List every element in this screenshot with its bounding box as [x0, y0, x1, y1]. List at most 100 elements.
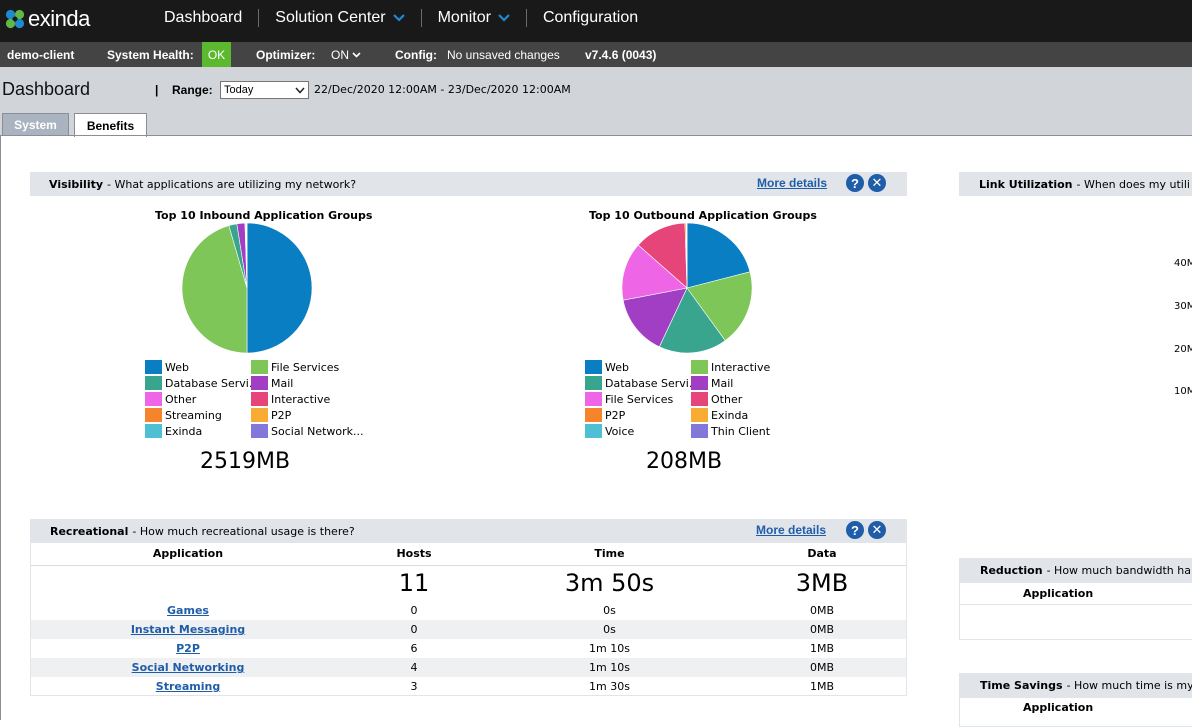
help-icon[interactable]: ? [846, 521, 864, 539]
app-cell: Instant Messaging [30, 620, 346, 639]
app-link-streaming[interactable]: Streaming [156, 680, 220, 693]
column-hosts: Hosts [346, 543, 482, 565]
time-savings-panel-header: Time Savings - How much time is my [959, 673, 1192, 697]
table-header-row: Application Hosts Time Data [30, 543, 907, 565]
legend-item[interactable]: P2P [251, 408, 361, 422]
time-savings-subtitle: - How much time is my [1067, 679, 1192, 692]
y-axis-tick: 30M [1174, 301, 1192, 312]
optimizer-toggle[interactable]: ON [331, 48, 361, 62]
total-time: 3m 50s [482, 565, 737, 601]
legend-label: Voice [605, 425, 634, 438]
pie-slice-web[interactable] [247, 223, 312, 353]
legend-label: Web [605, 361, 629, 374]
total-hosts: 11 [346, 565, 482, 601]
legend-item[interactable]: Mail [691, 376, 801, 390]
reduction-title: Reduction [980, 564, 1043, 577]
close-icon[interactable]: ✕ [868, 521, 886, 539]
legend-item[interactable]: Database Servi... [145, 376, 251, 390]
visibility-more-details-link[interactable]: More details [757, 176, 827, 190]
legend-item[interactable]: Interactive [251, 392, 361, 406]
legend-swatch [691, 408, 708, 422]
legend-item[interactable]: Other [145, 392, 251, 406]
legend-item[interactable]: Exinda [691, 408, 801, 422]
nav-divider [258, 9, 259, 27]
data-cell: 0MB [737, 601, 907, 620]
legend-item[interactable]: Interactive [691, 360, 801, 374]
app-link-social-networking[interactable]: Social Networking [132, 661, 245, 674]
reduction-panel-header: Reduction - How much bandwidth ha [959, 558, 1192, 582]
range-select[interactable]: Today [220, 81, 309, 99]
outbound-pie-chart[interactable] [620, 221, 754, 355]
reduction-column-application: Application [1023, 587, 1093, 600]
app-link-games[interactable]: Games [167, 604, 209, 617]
brand-logo[interactable]: exinda [4, 6, 90, 32]
table-border-left [30, 543, 31, 696]
legend-label: Interactive [271, 393, 330, 406]
app-link-p2p[interactable]: P2P [176, 642, 200, 655]
time-savings-title: Time Savings [980, 679, 1063, 692]
hosts-cell: 0 [346, 620, 482, 639]
legend-swatch [145, 424, 162, 438]
version-label: v7.4.6 (0043) [585, 48, 656, 62]
column-application: Application [30, 543, 346, 565]
data-cell: 1MB [737, 639, 907, 658]
nav-dashboard-label: Dashboard [164, 9, 242, 27]
top-navigation: exinda Dashboard Solution Center Monitor… [0, 0, 1192, 42]
nav-dashboard[interactable]: Dashboard [150, 8, 256, 28]
legend-item[interactable]: Web [145, 360, 251, 374]
legend-item[interactable]: File Services [251, 360, 361, 374]
tab-system[interactable]: System [2, 113, 69, 136]
legend-label: Interactive [711, 361, 770, 374]
tab-benefits[interactable]: Benefits [74, 113, 147, 137]
table-row: P2P 6 1m 10s 1MB [30, 639, 907, 658]
header-separator: | [155, 83, 158, 97]
legend-label: Exinda [711, 409, 748, 422]
visibility-title: Visibility [49, 178, 103, 191]
close-icon[interactable]: ✕ [868, 174, 886, 192]
hosts-cell: 6 [346, 639, 482, 658]
legend-item[interactable]: Mail [251, 376, 361, 390]
legend-swatch [585, 392, 602, 406]
legend-item[interactable]: Exinda [145, 424, 251, 438]
legend-swatch [585, 408, 602, 422]
legend-item[interactable]: Voice [585, 424, 691, 438]
legend-item[interactable]: P2P [585, 408, 691, 422]
legend-swatch [691, 376, 708, 390]
help-icon[interactable]: ? [846, 174, 864, 192]
legend-item[interactable]: Other [691, 392, 801, 406]
config-status[interactable]: No unsaved changes [447, 48, 560, 62]
legend-item[interactable]: Web [585, 360, 691, 374]
chevron-down-icon [498, 14, 510, 22]
recreational-subtitle: - How much recreational usage is there? [132, 525, 354, 538]
hosts-cell: 4 [346, 658, 482, 677]
nav-divider [421, 9, 422, 27]
app-link-instant-messaging[interactable]: Instant Messaging [131, 623, 245, 636]
nav-solution-center[interactable]: Solution Center [261, 8, 418, 28]
legend-item[interactable]: Social Network... [251, 424, 361, 438]
recreational-more-details-link[interactable]: More details [756, 523, 826, 537]
client-name: demo-client [7, 48, 74, 62]
nav-configuration[interactable]: Configuration [529, 8, 652, 28]
total-data: 3MB [737, 565, 907, 601]
table-row: Instant Messaging 0 0s 0MB [30, 620, 907, 639]
legend-swatch [585, 360, 602, 374]
chevron-down-icon [393, 14, 405, 22]
nav-configuration-label: Configuration [543, 9, 638, 27]
legend-label: Thin Client [711, 425, 770, 438]
hosts-cell: 3 [346, 677, 482, 696]
legend-swatch [251, 376, 268, 390]
legend-item[interactable]: Database Servi... [585, 376, 691, 390]
system-health-badge[interactable]: OK [202, 42, 231, 67]
legend-item[interactable]: File Services [585, 392, 691, 406]
legend-swatch [145, 392, 162, 406]
page-title: Dashboard [2, 79, 90, 100]
inbound-pie-chart[interactable] [180, 221, 314, 355]
inbound-total: 2519MB [200, 449, 290, 474]
time-cell: 1m 30s [482, 677, 737, 696]
nav-monitor[interactable]: Monitor [424, 8, 524, 28]
chevron-down-icon [352, 52, 361, 58]
legend-item[interactable]: Thin Client [691, 424, 801, 438]
legend-item[interactable]: Streaming [145, 408, 251, 422]
column-time: Time [482, 543, 737, 565]
